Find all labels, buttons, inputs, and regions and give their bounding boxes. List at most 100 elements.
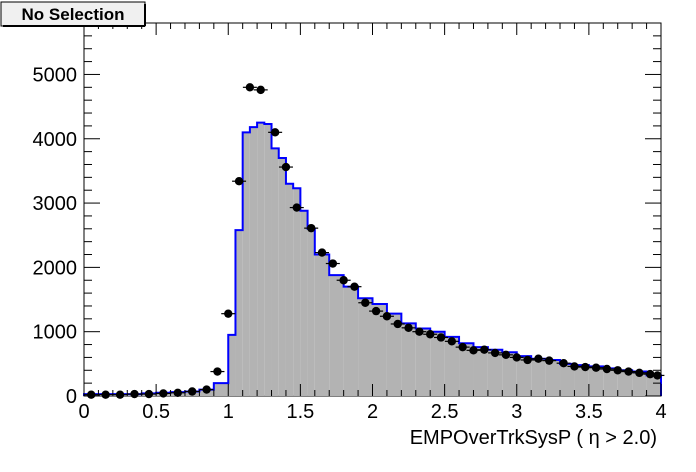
data-point [635,368,644,378]
y-tick-label: 5000 [33,64,78,86]
data-point [187,387,197,396]
histogram-bin [307,228,315,396]
data-point [256,85,265,95]
histogram-bin [358,298,373,396]
histogram-bin [459,343,474,396]
data-point [393,319,402,329]
histogram-bin [545,359,561,396]
histogram-bin [487,349,503,396]
y-tick-label: 1000 [33,322,78,344]
histogram-bin [278,158,286,396]
x-tick-label: 1 [223,401,234,423]
y-tick-label: 0 [66,386,77,408]
histogram-bin [502,352,517,396]
histogram-bin [574,365,589,396]
histogram-bin [386,313,402,396]
data-point [317,248,327,257]
data-point [426,330,435,339]
histogram-bin [516,356,532,396]
data-point [591,363,601,372]
data-point [224,309,233,318]
data-point [653,371,662,380]
histogram-bin [430,331,445,396]
data-point [173,388,182,397]
data-point [270,128,280,137]
histogram-bin [415,328,431,396]
data-point [245,83,255,92]
data-point [404,323,413,333]
x-tick-label: 2 [367,401,378,423]
histogram-bin [401,323,416,396]
histogram-bin [300,210,308,396]
histogram-bin [249,127,258,396]
histogram-bin [235,230,243,396]
data-point [469,346,478,355]
data-point [490,348,500,358]
data-point [581,362,590,372]
histogram-bin [314,254,330,396]
histogram-bin [603,368,618,396]
data-point [570,362,579,371]
histogram-bin [242,132,250,397]
data-point [559,359,568,368]
title-badge: No Selection [0,1,146,27]
x-tick-label: 2.5 [431,401,459,423]
data-point [87,390,96,399]
histogram-bin [285,183,294,396]
data-point [436,333,446,342]
data-point [501,350,511,360]
histogram-bin [343,286,359,396]
x-tick-label: 3.5 [575,401,603,423]
y-tick-label: 4000 [33,129,78,151]
histogram-bin [473,347,488,396]
data-point [480,345,489,354]
histogram-bin [588,366,604,396]
histogram-bin [271,148,279,396]
data-point [645,369,655,379]
x-tick-label: 3 [511,401,522,423]
x-tick-label: 4 [655,401,666,423]
data-point [115,390,125,399]
data-point [415,327,424,336]
data-point [144,389,154,399]
title-badge-text: No Selection [22,5,125,24]
data-point [371,306,381,316]
histogram-bin [632,371,647,396]
data-point [350,282,359,291]
data-point [234,177,244,186]
histogram-bin [293,188,301,396]
data-point [534,354,543,363]
data-point [613,366,622,375]
histogram-bin [646,375,661,396]
histogram-outline [83,121,662,396]
data-point [624,367,633,376]
histogram-bin [531,358,546,396]
x-tick-label: 0 [78,401,89,423]
data-point [130,389,139,399]
y-tick-label: 3000 [33,193,78,215]
histogram-bin [617,370,633,396]
histogram-bin [329,275,344,396]
data-point [382,312,392,321]
data-point [523,355,532,365]
data-point [545,356,554,365]
x-tick-label: 1.5 [286,401,314,423]
data-point [101,390,110,399]
histogram-bin [228,334,236,396]
data-point [602,364,612,374]
data-point [213,367,222,376]
x-axis-title: EMPOverTrkSysP ( η > 2.0) [410,427,657,449]
histogram-bin [257,122,265,397]
data-point [202,385,211,394]
data-point [512,353,521,362]
y-tick-label: 2000 [33,257,78,279]
data-point [328,259,338,268]
data-point [306,223,316,233]
x-tick-label: 0.5 [142,401,170,423]
data-point [281,162,291,172]
data-point [292,203,301,212]
histogram-bin [372,304,387,396]
data-point [159,389,168,398]
data-point [447,337,457,346]
